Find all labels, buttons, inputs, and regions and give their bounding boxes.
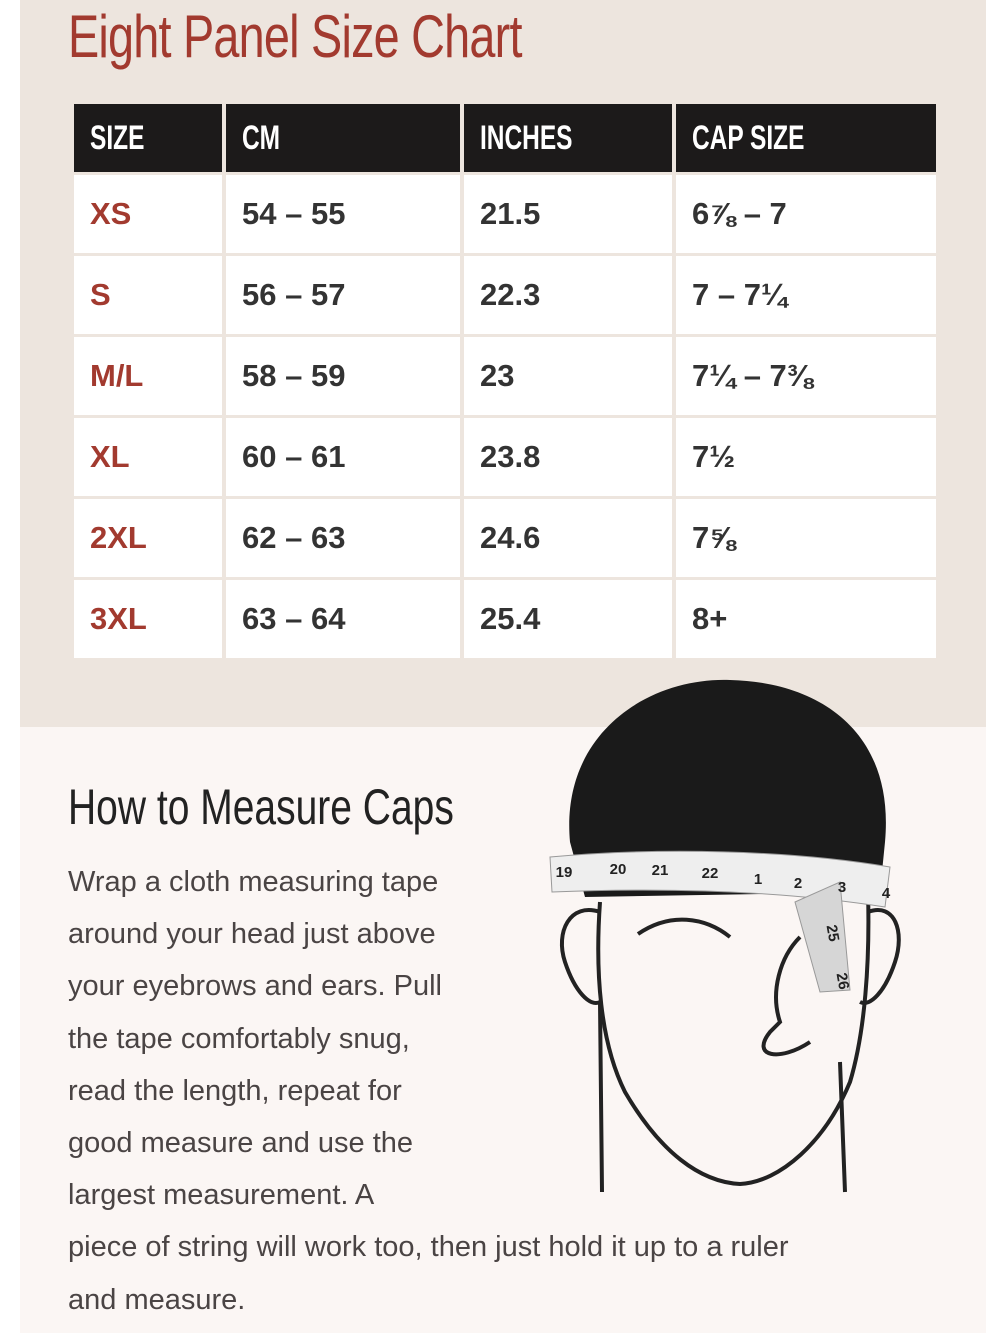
column-header-text: SIZE <box>90 118 145 157</box>
hair <box>569 679 886 897</box>
table-row: XS 54 – 55 21.5 6⅞ – 7 <box>74 175 936 253</box>
table-cell: 7 – 7¼ <box>676 256 936 334</box>
table-cell: 7¼ – 7⅜ <box>676 337 936 415</box>
size-cell: S <box>74 256 222 334</box>
size-cell: XL <box>74 418 222 496</box>
table-row: 3XL 63 – 64 25.4 8+ <box>74 580 936 658</box>
table-cell: 58 – 59 <box>226 337 460 415</box>
tape-label: 21 <box>652 862 669 879</box>
ear-right <box>859 908 901 1005</box>
column-header: CAP SIZE <box>676 104 936 172</box>
tape-label: 26 <box>833 972 853 991</box>
instruction-line: and measure. <box>68 1283 246 1316</box>
instruction-line: largest measurement. A <box>68 1179 375 1212</box>
tape-label: 3 <box>838 879 846 896</box>
header-row: SIZE CM INCHES CAP SIZE <box>74 104 936 172</box>
instruction-line: your eyebrows and ears. Pull <box>68 970 442 1003</box>
table-cell: 62 – 63 <box>226 499 460 577</box>
tape-label: 22 <box>702 865 719 882</box>
table-cell: 22.3 <box>464 256 672 334</box>
section-heading: How to Measure Caps <box>68 779 454 835</box>
table-cell: 23.8 <box>464 418 672 496</box>
instruction-line: read the length, repeat for <box>68 1074 402 1107</box>
tape <box>549 850 891 908</box>
instruction-line: the tape comfortably snug, <box>68 1022 410 1055</box>
table-row: M/L 58 – 59 23 7¼ – 7⅜ <box>74 337 936 415</box>
tape-label: 20 <box>610 861 627 878</box>
table-cell: 25.4 <box>464 580 672 658</box>
face-outline <box>596 891 871 1187</box>
table-cell: 54 – 55 <box>226 175 460 253</box>
head-illustration: 19 20 21 22 1 2 3 4 25 26 <box>549 679 901 1193</box>
tape-end <box>794 881 851 993</box>
tape-label: 25 <box>823 924 843 943</box>
table-row: 2XL 62 – 63 24.6 7⅝ <box>74 499 936 577</box>
column-header: SIZE <box>74 104 222 172</box>
tape-label: 4 <box>882 885 891 902</box>
instruction-line: piece of string will work too, then just… <box>68 1231 789 1264</box>
brow <box>636 917 732 939</box>
neck <box>598 1001 847 1193</box>
table-cell: 8+ <box>676 580 936 658</box>
size-cell: M/L <box>74 337 222 415</box>
tape-label: 19 <box>556 864 573 881</box>
size-cell: XS <box>74 175 222 253</box>
table-cell: 7⅝ <box>676 499 936 577</box>
table-cell: 7½ <box>676 418 936 496</box>
table-cell: 23 <box>464 337 672 415</box>
instruction-line: around your head just above <box>68 918 436 951</box>
nose <box>761 935 812 1057</box>
column-header-text: INCHES <box>480 118 573 157</box>
tape-label: 2 <box>794 875 802 892</box>
table-row: XL 60 – 61 23.8 7½ <box>74 418 936 496</box>
column-header: INCHES <box>464 104 672 172</box>
ear-left <box>559 908 601 1005</box>
table-cell: 6⅞ – 7 <box>676 175 936 253</box>
size-cell: 3XL <box>74 580 222 658</box>
table-row: S 56 – 57 22.3 7 – 7¼ <box>74 256 936 334</box>
table-cell: 21.5 <box>464 175 672 253</box>
instruction-line: Wrap a cloth measuring tape <box>68 866 439 898</box>
tape-labels: 19 20 21 22 1 2 3 4 25 26 <box>556 861 891 991</box>
column-header: CM <box>226 104 460 172</box>
column-header-text: CAP SIZE <box>692 118 805 157</box>
size-cell: 2XL <box>74 499 222 577</box>
table-cell: 60 – 61 <box>226 418 460 496</box>
column-header-text: CM <box>242 118 281 157</box>
tape-label: 1 <box>754 871 762 888</box>
instruction-line: good measure and use the <box>68 1127 414 1159</box>
title: Eight Panel Size Chart <box>68 3 522 70</box>
table-cell: 24.6 <box>464 499 672 577</box>
table-cell: 63 – 64 <box>226 580 460 658</box>
table-cell: 56 – 57 <box>226 256 460 334</box>
